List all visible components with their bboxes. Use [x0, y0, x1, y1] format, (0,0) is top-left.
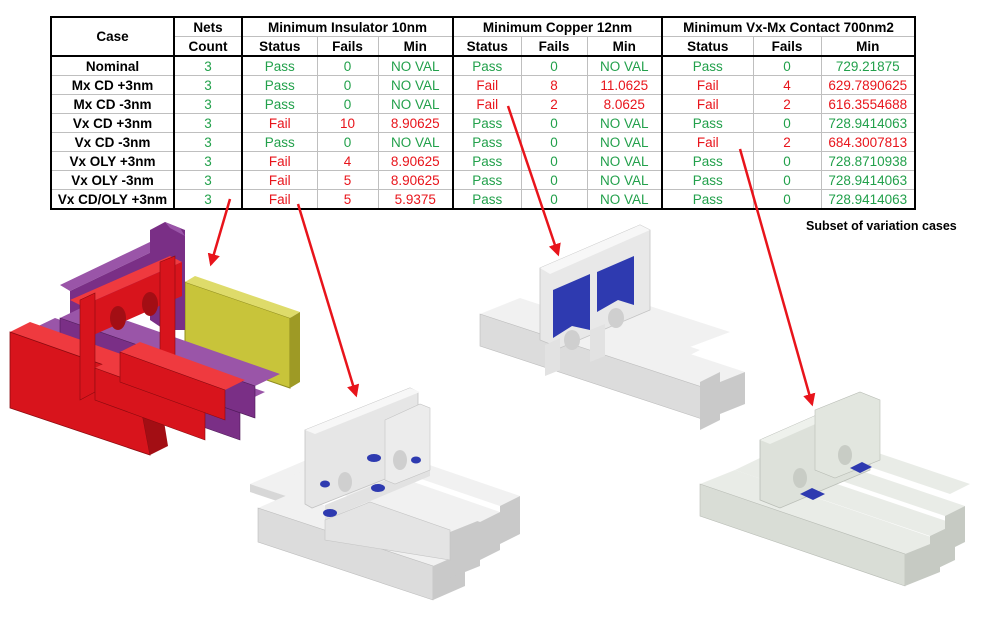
table-row: Vx OLY +3nm 3 Fail 4 8.90625 Pass 0 NO VAL Pass 0…: [50, 151, 916, 171]
cell-ins-status: Pass: [241, 132, 318, 152]
subheader-vx-min: Min: [820, 36, 916, 57]
cell-cu-min: NO VAL: [586, 189, 663, 210]
table-row: Vx CD -3nm 3 Pass 0 NO VAL Pass 0 NO VAL Fail 2 68…: [50, 132, 916, 152]
header-contact: Minimum Vx-Mx Contact 700nm2: [661, 16, 916, 37]
cell-count: 3: [173, 170, 243, 190]
table-row: Nominal 3 Pass 0 NO VAL Pass 0 NO VAL Pass 0 729.2…: [50, 55, 916, 76]
cell-cu-min: 11.0625: [586, 75, 663, 95]
arrows: [207, 105, 816, 407]
cell-cu-status: Pass: [452, 113, 522, 133]
subheader-vx-fails: Fails: [752, 36, 822, 57]
header-case: Case: [50, 16, 175, 57]
cell-cu-min: NO VAL: [586, 113, 663, 133]
cell-ins-fails: 5: [316, 189, 379, 210]
cell-vx-min: 728.9414063: [820, 113, 916, 133]
table-row: Vx CD/OLY +3nm 3 Fail 5 5.9375 Pass 0 NO VAL Pas…: [50, 189, 916, 210]
arrow-to-copper-model: [506, 105, 561, 257]
subheader-cu-status: Status: [452, 36, 522, 57]
model-copper-fails: [479, 224, 745, 430]
table-body: Nominal 3 Pass 0 NO VAL Pass 0 NO VAL Pass 0 729.2…: [50, 55, 916, 210]
table-row: Vx CD +3nm 3 Fail 10 8.90625 Pass 0 NO VAL Pass 0…: [50, 113, 916, 133]
cell-vx-status: Pass: [661, 151, 754, 171]
cell-vx-min: 728.9414063: [820, 170, 916, 190]
cell-vx-fails: 0: [752, 170, 822, 190]
cell-case: Vx CD -3nm: [50, 132, 175, 152]
subheader-ins-status: Status: [241, 36, 318, 57]
cell-cu-min: NO VAL: [586, 170, 663, 190]
arrow-to-insulator-model: [296, 203, 360, 398]
subheader-count: Count: [173, 36, 243, 57]
subheader-vx-status: Status: [661, 36, 754, 57]
cell-count: 3: [173, 189, 243, 210]
cell-case: Vx OLY +3nm: [50, 151, 175, 171]
subheader-cu-min: Min: [586, 36, 663, 57]
cell-case: Vx OLY -3nm: [50, 170, 175, 190]
cell-vx-min: 728.9414063: [820, 189, 916, 210]
cell-ins-status: Pass: [241, 75, 318, 95]
table-row: Mx CD +3nm 3 Pass 0 NO VAL Fail 8 11.0625 Fail 4 6…: [50, 75, 916, 95]
table-row: Vx OLY -3nm 3 Fail 5 8.90625 Pass 0 NO VAL Pass 0…: [50, 170, 916, 190]
cell-ins-min: 5.9375: [377, 189, 454, 210]
model-contact-fails: [699, 391, 970, 587]
cell-case: Mx CD +3nm: [50, 75, 175, 95]
cell-cu-status: Pass: [452, 151, 522, 171]
cell-vx-status: Pass: [661, 55, 754, 76]
cell-vx-min: 629.7890625: [820, 75, 916, 95]
cell-cu-min: 8.0625: [586, 94, 663, 114]
cell-cu-status: Pass: [452, 132, 522, 152]
model-colored-nets: [9, 222, 300, 456]
subheader-cu-fails: Fails: [520, 36, 588, 57]
cell-ins-fails: 10: [316, 113, 379, 133]
cell-cu-status: Pass: [452, 170, 522, 190]
cell-case: Vx CD +3nm: [50, 113, 175, 133]
cell-ins-status: Pass: [241, 55, 318, 76]
cell-cu-min: NO VAL: [586, 132, 663, 152]
cell-case: Mx CD -3nm: [50, 94, 175, 114]
cell-ins-min: 8.90625: [377, 170, 454, 190]
cell-vx-min: 684.3007813: [820, 132, 916, 152]
header-nets: Nets: [173, 16, 243, 37]
subheader-ins-fails: Fails: [316, 36, 379, 57]
results-table: Case Nets Minimum Insulator 10nm Minimum…: [50, 16, 916, 210]
subheader-ins-min: Min: [377, 36, 454, 57]
cell-cu-min: NO VAL: [586, 55, 663, 76]
caption: Subset of variation cases: [806, 219, 957, 233]
arrow-to-contact-model: [738, 148, 816, 407]
model-insulator-fails: [250, 387, 520, 601]
cell-ins-status: Fail: [241, 170, 318, 190]
cell-vx-status: Pass: [661, 189, 754, 210]
arrow-to-colored-model: [207, 198, 232, 267]
cell-cu-status: Pass: [452, 189, 522, 210]
cell-vx-status: Pass: [661, 170, 754, 190]
